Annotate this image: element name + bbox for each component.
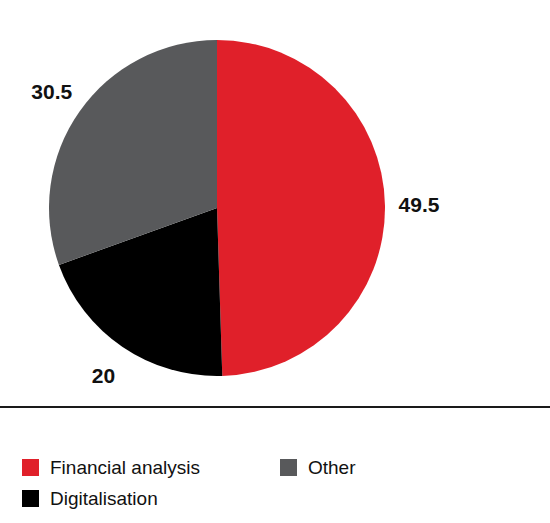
- svg-text:49.5: 49.5: [399, 193, 440, 216]
- svg-text:30.5: 30.5: [31, 80, 72, 103]
- html-text:Other: Other: [308, 456, 356, 478]
- svg-text:20: 20: [92, 364, 115, 387]
- html-text:Digitalisation: Digitalisation: [50, 487, 158, 509]
- html-text:Financial analysis: Financial analysis: [50, 456, 200, 478]
